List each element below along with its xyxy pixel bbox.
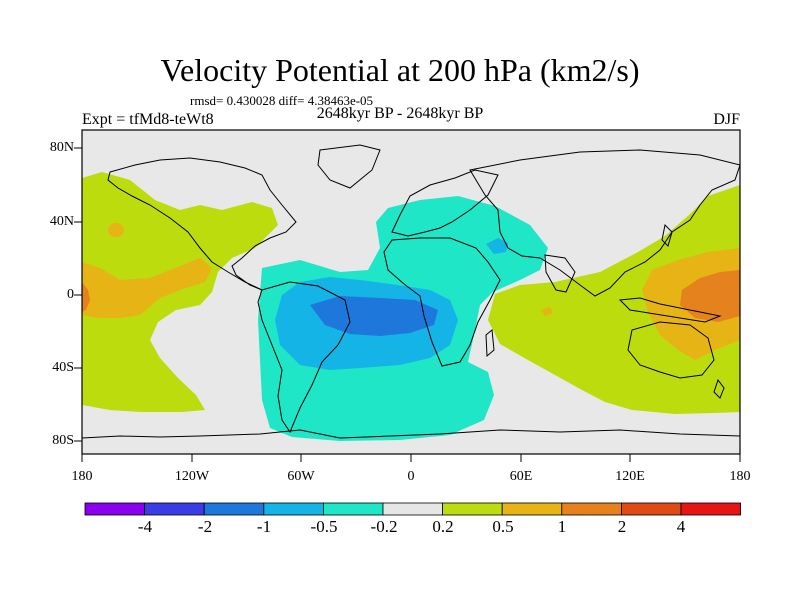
colorbar-box <box>144 502 205 516</box>
orange-region-east-pacific <box>82 258 212 318</box>
lat-label-40n: 40N <box>49 214 74 229</box>
orange-spot-north-pacific <box>108 223 124 237</box>
colorbar-label: -2 <box>197 517 213 536</box>
lat-label-80s: 80S <box>52 433 74 448</box>
map-panel <box>82 130 740 454</box>
colorbar-label: 2 <box>617 517 627 536</box>
colorbar-box <box>442 502 503 516</box>
colorbar-box <box>263 502 324 516</box>
colorbar-box <box>84 502 145 516</box>
lat-label-eq: 0 <box>67 287 74 302</box>
colorbar-label: 1 <box>557 517 567 536</box>
period-label: 2648kyr BP - 2648kyr BP <box>316 105 484 122</box>
colorbar-label: 4 <box>676 517 686 536</box>
negative-spot-arabia <box>486 238 508 254</box>
lon-label-60w: 60W <box>287 469 315 484</box>
lon-label-180e: 180 <box>729 469 751 484</box>
lon-label-60e: 60E <box>509 469 533 484</box>
colorbar-label: -4 <box>137 517 153 536</box>
colorbar-label: -1 <box>256 517 272 536</box>
coastlines <box>82 144 740 439</box>
colorbar-box <box>621 502 682 516</box>
colorbar <box>84 502 741 516</box>
positive-region-east-pacific <box>82 172 278 412</box>
colorbar-label: 0.2 <box>432 517 454 536</box>
colorbar-label: -0.2 <box>370 517 398 536</box>
orange-spot-indian-ocean <box>541 307 553 316</box>
colorbar-box <box>561 502 622 516</box>
colorbar-label: 0.5 <box>492 517 514 536</box>
colorbar-box <box>322 502 384 516</box>
core-region-east-pacific <box>82 282 90 312</box>
colorbar-label: -0.5 <box>310 517 338 536</box>
season-label: DJF <box>713 111 740 128</box>
colorbar-box <box>203 502 265 516</box>
positive-region-west-pacific <box>488 185 740 414</box>
stats-line: rmsd= 0.430028 diff= 4.38463e-05 <box>190 93 374 108</box>
lon-label-120e: 120E <box>615 469 645 484</box>
colorbar-box <box>501 502 563 516</box>
lon-label-180w: 180 <box>71 469 93 484</box>
negative-core-south-atlantic <box>310 296 438 336</box>
colorbar-box <box>382 502 443 516</box>
lat-label-40s: 40S <box>52 360 74 375</box>
colorbar-box <box>680 502 741 516</box>
plot-title: Velocity Potential at 200 hPa (km2/s) <box>160 52 640 88</box>
lat-label-80n: 80N <box>49 140 74 155</box>
core-region-west-pacific <box>680 270 740 322</box>
axis-ticks <box>74 147 741 462</box>
experiment-label: Expt = tfMd8-teWt8 <box>82 111 214 128</box>
lon-label-120w: 120W <box>174 469 210 484</box>
lon-label-0: 0 <box>407 469 415 484</box>
